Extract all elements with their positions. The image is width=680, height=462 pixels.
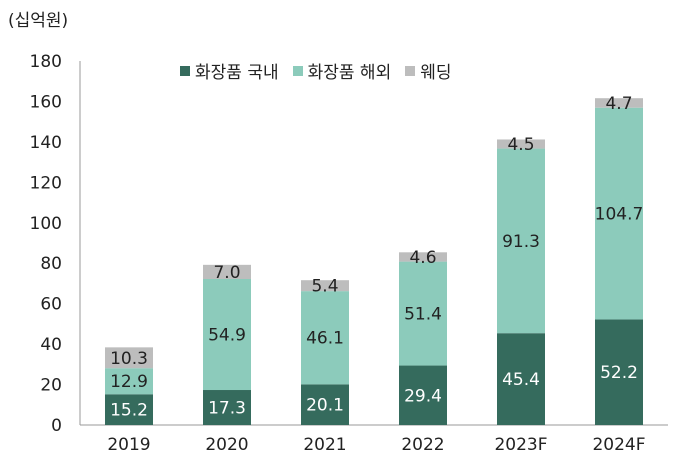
legend-label-domestic: 화장품 국내 xyxy=(195,63,279,83)
data-label: 46.1 xyxy=(306,329,344,349)
legend: 화장품 국내 화장품 해외 웨딩 xyxy=(180,58,452,83)
data-label: 17.3 xyxy=(208,399,246,419)
x-tick-label: 2022 xyxy=(401,435,444,455)
bar-segment xyxy=(203,264,251,279)
legend-item-domestic: 화장품 국내 xyxy=(180,58,279,83)
y-tick-label: 140 xyxy=(30,133,62,153)
x-tick-label: 2019 xyxy=(107,435,150,455)
legend-item-overseas: 화장품 해외 xyxy=(292,58,392,83)
x-tick-label: 2024F xyxy=(592,435,645,455)
data-label: 10.3 xyxy=(110,349,148,369)
data-label: 52.2 xyxy=(600,363,638,383)
bar-segment xyxy=(203,390,251,425)
bar-segment xyxy=(595,98,643,108)
y-tick-label: 40 xyxy=(40,335,62,355)
y-tick-label: 100 xyxy=(30,214,62,234)
legend-swatch-wedding xyxy=(405,65,416,76)
y-tick-label: 180 xyxy=(30,52,62,72)
bar-segment xyxy=(399,261,447,366)
bar-segment xyxy=(595,107,643,320)
data-label: 15.2 xyxy=(110,401,148,421)
y-tick-label: 60 xyxy=(40,295,62,315)
bar-segment xyxy=(301,384,349,425)
data-label: 54.9 xyxy=(208,326,246,346)
bar-segment xyxy=(105,394,153,425)
y-tick-label: 160 xyxy=(30,92,62,112)
data-label: 45.4 xyxy=(502,370,540,390)
y-tick-label: 20 xyxy=(40,376,62,396)
bar-segment xyxy=(497,139,545,149)
x-tick-label: 2020 xyxy=(205,435,248,455)
legend-label-wedding: 웨딩 xyxy=(420,63,452,83)
data-label: 4.6 xyxy=(409,248,436,268)
bar-segment xyxy=(399,252,447,262)
bar-segment xyxy=(301,280,349,292)
bar-segment xyxy=(105,347,153,369)
bar-segment xyxy=(497,333,545,425)
data-label: 29.4 xyxy=(404,386,442,406)
bar-segment xyxy=(105,368,153,395)
bar-segment xyxy=(203,278,251,391)
bar-segment xyxy=(497,148,545,334)
y-tick-label: 0 xyxy=(51,416,62,436)
unit-label: (십억원) xyxy=(8,11,69,31)
legend-swatch-overseas xyxy=(292,65,303,76)
data-label: 12.9 xyxy=(110,372,148,392)
data-label: 5.4 xyxy=(311,277,338,297)
x-tick-label: 2023F xyxy=(494,435,547,455)
data-label: 4.5 xyxy=(507,135,534,155)
legend-swatch-domestic xyxy=(180,65,190,76)
data-label: 20.1 xyxy=(306,396,344,416)
y-tick-label: 120 xyxy=(30,173,62,193)
data-label: 104.7 xyxy=(595,205,644,225)
data-label: 7.0 xyxy=(213,263,240,283)
bar-segment xyxy=(595,319,643,425)
data-label: 4.7 xyxy=(605,94,632,114)
x-tick-label: 2021 xyxy=(303,435,346,455)
y-tick-label: 80 xyxy=(40,254,62,274)
data-label: 91.3 xyxy=(502,232,540,252)
legend-label-overseas: 화장품 해외 xyxy=(307,63,392,83)
legend-item-wedding: 웨딩 xyxy=(405,58,452,83)
bar-segment xyxy=(301,291,349,385)
bar-segment xyxy=(399,365,447,425)
data-label: 51.4 xyxy=(404,305,442,325)
